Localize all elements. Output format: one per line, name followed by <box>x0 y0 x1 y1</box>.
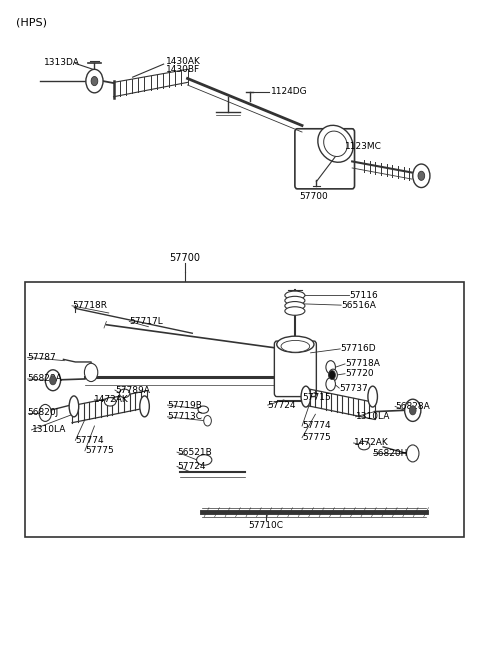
Text: 1313DA: 1313DA <box>44 58 80 68</box>
Circle shape <box>405 400 421 421</box>
Text: 57720: 57720 <box>345 369 373 379</box>
Circle shape <box>409 405 416 415</box>
Text: 57719B: 57719B <box>168 401 203 409</box>
Ellipse shape <box>281 340 310 352</box>
Ellipse shape <box>285 307 305 316</box>
Ellipse shape <box>285 302 305 310</box>
Text: 57116: 57116 <box>349 291 378 300</box>
Text: 57787: 57787 <box>28 353 56 362</box>
Ellipse shape <box>324 131 347 157</box>
Text: 1310LA: 1310LA <box>32 425 66 434</box>
FancyBboxPatch shape <box>275 341 316 397</box>
Text: 1124DG: 1124DG <box>271 87 308 96</box>
Text: 57713C: 57713C <box>168 413 203 421</box>
Text: 57737: 57737 <box>339 384 368 392</box>
Circle shape <box>49 376 56 385</box>
FancyBboxPatch shape <box>295 129 355 189</box>
Text: 56820H: 56820H <box>372 449 408 458</box>
Circle shape <box>91 77 98 86</box>
Ellipse shape <box>105 398 116 406</box>
Ellipse shape <box>285 297 305 305</box>
Text: 1123MC: 1123MC <box>345 142 382 151</box>
Ellipse shape <box>285 291 305 300</box>
Ellipse shape <box>318 125 353 162</box>
Circle shape <box>326 361 336 374</box>
Circle shape <box>45 370 60 391</box>
Ellipse shape <box>140 396 149 417</box>
Text: 56820J: 56820J <box>28 409 59 417</box>
Circle shape <box>39 405 51 421</box>
Text: 56828A: 56828A <box>395 402 430 411</box>
Text: 57717L: 57717L <box>129 317 163 326</box>
Text: 1472AK: 1472AK <box>95 396 129 404</box>
Text: 56521B: 56521B <box>177 447 212 457</box>
Text: 1430BF: 1430BF <box>166 66 200 75</box>
Ellipse shape <box>277 336 314 352</box>
Bar <box>25 282 464 537</box>
Circle shape <box>326 378 336 391</box>
Text: 56516A: 56516A <box>341 300 376 310</box>
Ellipse shape <box>197 455 212 465</box>
Text: 57718A: 57718A <box>345 359 380 369</box>
Circle shape <box>86 70 103 93</box>
Ellipse shape <box>368 386 377 407</box>
Circle shape <box>329 371 336 380</box>
Text: 57710C: 57710C <box>249 521 284 530</box>
Text: 57775: 57775 <box>302 433 331 442</box>
Circle shape <box>413 164 430 188</box>
Text: 57700: 57700 <box>169 253 201 263</box>
Text: 1472AK: 1472AK <box>354 438 388 447</box>
Text: 1310LA: 1310LA <box>356 413 390 421</box>
Text: 57718R: 57718R <box>72 301 107 310</box>
Ellipse shape <box>69 396 79 417</box>
Ellipse shape <box>119 389 130 398</box>
Text: 57724: 57724 <box>177 462 205 471</box>
Circle shape <box>329 369 337 381</box>
Text: 57775: 57775 <box>85 446 114 455</box>
Circle shape <box>204 415 211 426</box>
Circle shape <box>84 363 98 382</box>
Text: 57700: 57700 <box>300 192 328 201</box>
Circle shape <box>418 171 425 180</box>
Text: (HPS): (HPS) <box>16 18 47 28</box>
Text: 57789A: 57789A <box>115 386 150 394</box>
Text: 57774: 57774 <box>302 422 331 430</box>
Text: 57724: 57724 <box>268 401 296 409</box>
Circle shape <box>407 445 419 462</box>
Text: 56828A: 56828A <box>28 375 62 384</box>
Ellipse shape <box>359 441 370 450</box>
Text: 1430AK: 1430AK <box>166 57 201 66</box>
Text: 57715: 57715 <box>302 393 331 401</box>
Text: 57774: 57774 <box>75 436 104 445</box>
Text: 57716D: 57716D <box>340 344 376 354</box>
Ellipse shape <box>198 406 208 413</box>
Ellipse shape <box>301 386 311 407</box>
